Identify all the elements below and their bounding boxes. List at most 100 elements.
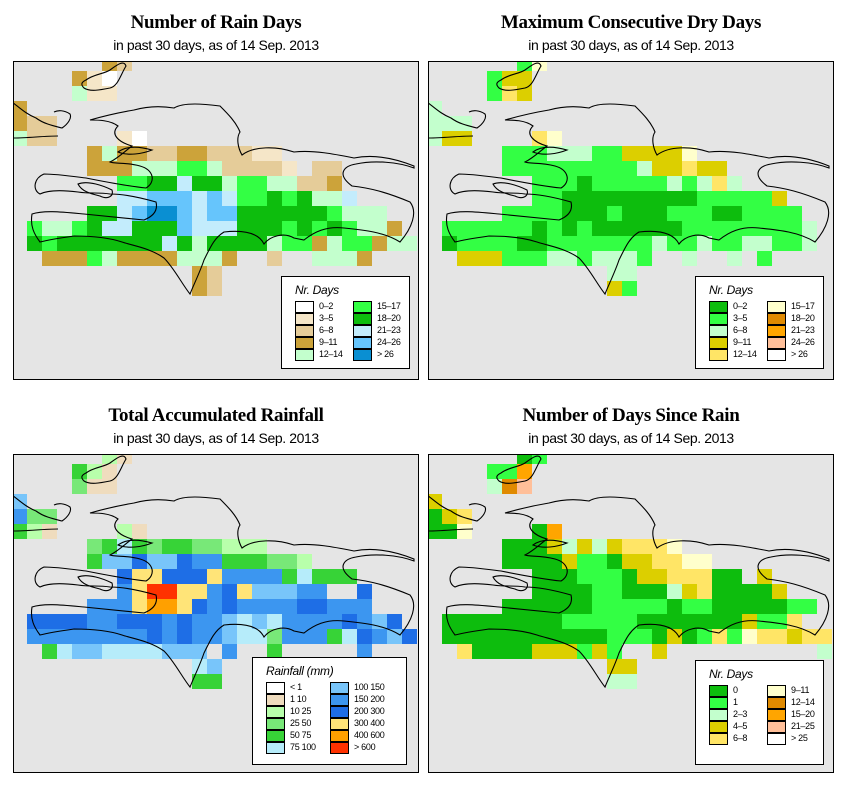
grid-cell [177, 614, 192, 629]
grid-cell [327, 176, 342, 191]
grid-cell [562, 584, 577, 599]
grid-cell [532, 236, 547, 251]
panel-subtitle-days-since-rain: in past 30 days, as of 14 Sep. 2013 [528, 430, 734, 446]
grid-cell [132, 131, 147, 146]
legend-label: 1 10 [290, 694, 307, 704]
grid-cell [487, 479, 502, 494]
grid-cell [667, 206, 682, 221]
grid-cell [667, 584, 682, 599]
grid-cell [532, 161, 547, 176]
grid-cell [27, 236, 42, 251]
grid-cell [472, 221, 487, 236]
grid-layer [14, 62, 417, 296]
island-outline [116, 146, 154, 155]
grid-cell [487, 86, 502, 101]
legend-label: 0 [733, 685, 738, 695]
grid-cell [727, 599, 742, 614]
grid-cell [207, 614, 222, 629]
legend-label: 9–11 [791, 685, 810, 695]
grid-cell [27, 629, 42, 644]
grid-cell [457, 524, 472, 539]
grid-cell [652, 614, 667, 629]
grid-cell [192, 599, 207, 614]
grid-cell [802, 629, 817, 644]
grid-cell [637, 176, 652, 191]
grid-cell [637, 569, 652, 584]
grid-cell [207, 599, 222, 614]
grid-cell [252, 146, 267, 161]
legend-label: > 25 [791, 733, 808, 743]
grid-cell [282, 221, 297, 236]
grid-cell [222, 176, 237, 191]
grid-cell [637, 191, 652, 206]
legend-swatch [266, 682, 285, 694]
grid-cell [697, 584, 712, 599]
grid-cell [177, 251, 192, 266]
grid-cell [132, 614, 147, 629]
grid-cell [622, 161, 637, 176]
legend-swatch [353, 337, 372, 349]
grid-cell [787, 236, 802, 251]
grid-cell [712, 584, 727, 599]
grid-cell [327, 614, 342, 629]
grid-cell [727, 584, 742, 599]
grid-cell [487, 644, 502, 659]
grid-cell [532, 455, 547, 464]
grid-cell [237, 569, 252, 584]
grid-cell [712, 191, 727, 206]
grid-cell [727, 206, 742, 221]
grid-cell [727, 251, 742, 266]
grid-cell [222, 644, 237, 659]
grid-cell [162, 161, 177, 176]
grid-cell [117, 221, 132, 236]
grid-cell [147, 251, 162, 266]
grid-cell [267, 599, 282, 614]
grid-cell [27, 614, 42, 629]
grid-cell [802, 599, 817, 614]
legend-swatch [767, 697, 786, 709]
grid-cell [667, 191, 682, 206]
grid-cell [517, 539, 532, 554]
grid-cell [327, 251, 342, 266]
legend-swatch [767, 337, 786, 349]
grid-cell [547, 554, 562, 569]
grid-cell [72, 464, 87, 479]
grid-cell [652, 206, 667, 221]
grid-cell [102, 455, 117, 464]
grid-cell [147, 206, 162, 221]
grid-cell [87, 221, 102, 236]
legend-label: 6–8 [733, 325, 748, 335]
grid-cell [237, 206, 252, 221]
grid-cell [547, 584, 562, 599]
grid-cell [697, 599, 712, 614]
grid-cell [682, 584, 697, 599]
legend-label: 3–5 [733, 313, 748, 323]
grid-cell [532, 614, 547, 629]
grid-cell [697, 221, 712, 236]
grid-cell [547, 614, 562, 629]
grid-cell [14, 509, 27, 524]
grid-cell [372, 236, 387, 251]
grid-cell [237, 161, 252, 176]
grid-cell [592, 176, 607, 191]
grid-cell [429, 131, 442, 146]
grid-cell [502, 599, 517, 614]
legend-swatch [709, 325, 728, 337]
grid-cell [192, 584, 207, 599]
grid-layer [429, 62, 830, 296]
grid-cell [252, 584, 267, 599]
grid-cell [357, 584, 372, 599]
grid-cell [117, 455, 132, 464]
grid-cell [547, 191, 562, 206]
grid-cell [517, 62, 532, 71]
grid-cell [577, 176, 592, 191]
legend-swatch [709, 349, 728, 361]
legend-swatch [330, 694, 349, 706]
grid-cell [357, 599, 372, 614]
grid-cell [457, 131, 472, 146]
grid-cell [532, 62, 547, 71]
grid-cell [282, 554, 297, 569]
grid-cell [117, 614, 132, 629]
legend-label: 10 25 [290, 706, 312, 716]
grid-cell [27, 116, 42, 131]
